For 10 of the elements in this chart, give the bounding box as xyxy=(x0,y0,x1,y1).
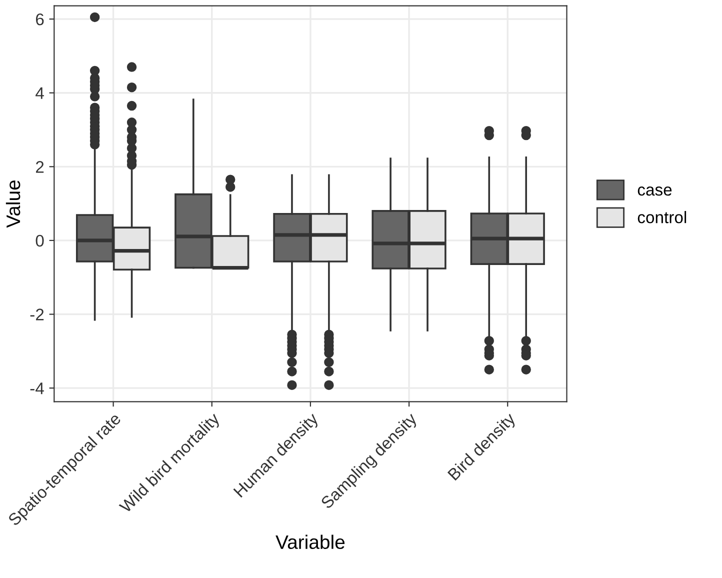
y-tick-label: 4 xyxy=(36,87,44,99)
y-tick-label: 6 xyxy=(36,13,44,26)
y-tick-label: 2 xyxy=(36,161,44,173)
legend-label: control xyxy=(638,211,686,224)
legend-label: case xyxy=(638,186,672,196)
y-axis-title: Value xyxy=(6,180,20,228)
y-tick-label: -4 xyxy=(30,382,44,394)
x-axis-title: Variable xyxy=(276,534,345,550)
y-tick-label: 0 xyxy=(36,234,44,247)
y-tick-label: -2 xyxy=(30,308,44,320)
